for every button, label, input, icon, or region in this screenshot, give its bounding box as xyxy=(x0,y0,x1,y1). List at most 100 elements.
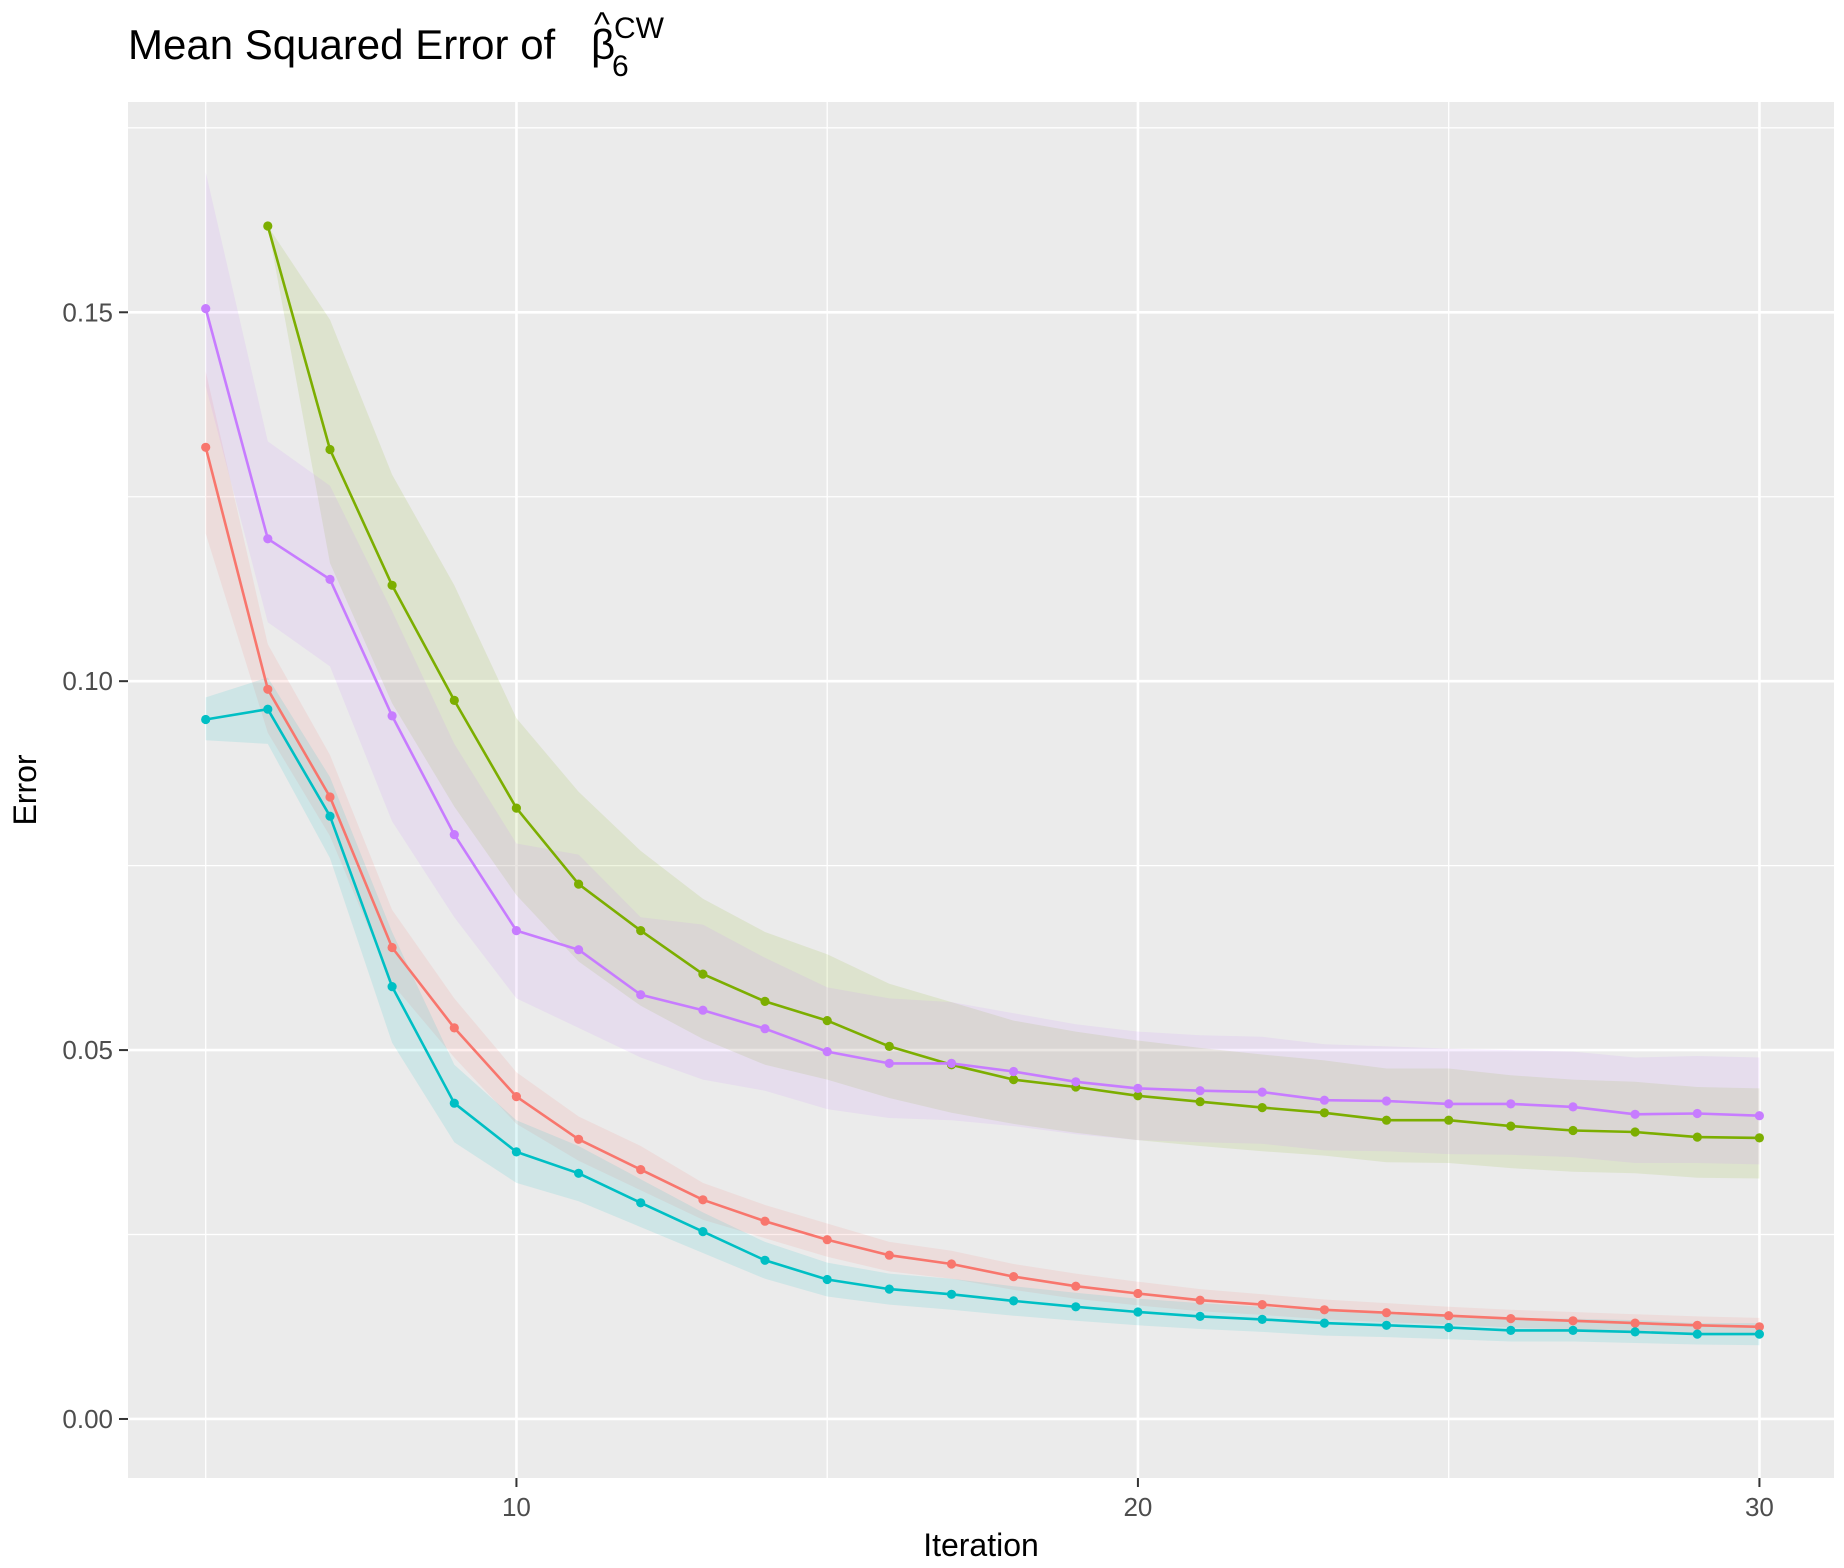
series-2-point xyxy=(574,879,584,889)
series-1-point xyxy=(511,1092,521,1102)
series-1-point xyxy=(325,792,335,802)
series-3-band xyxy=(205,677,1760,1346)
series-2-point xyxy=(1195,1097,1205,1107)
series-1-point xyxy=(1568,1316,1578,1326)
series-2-point xyxy=(1319,1108,1329,1118)
y-axis: 0.00 0.05 0.10 0.15 xyxy=(62,297,128,1434)
series-4-point xyxy=(449,830,459,840)
series-4-point xyxy=(1381,1096,1392,1106)
series-4-point xyxy=(946,1058,957,1068)
series-3-point xyxy=(698,1227,708,1237)
series-2-point xyxy=(325,444,335,455)
series-1-point xyxy=(1630,1318,1640,1328)
series-1-point xyxy=(636,1165,646,1175)
series-2-point xyxy=(387,580,397,590)
series-1-point xyxy=(1195,1295,1205,1305)
x-axis-title: Iteration xyxy=(923,1527,1039,1563)
chart-title-symbol: β xyxy=(591,21,615,68)
y-tick-label: 0.00 xyxy=(62,1404,113,1434)
series-2-band xyxy=(267,226,1760,1179)
series-1-point xyxy=(884,1250,894,1260)
series-4-point xyxy=(1630,1109,1640,1119)
series-3-point xyxy=(1506,1325,1516,1335)
series-3-point xyxy=(1009,1296,1019,1306)
confidence-bands xyxy=(205,172,1760,1346)
series-4-point xyxy=(325,574,335,585)
series-4-band xyxy=(205,172,1760,1165)
series-4-point xyxy=(1133,1083,1143,1093)
series-1-point xyxy=(387,942,397,953)
series-3-point xyxy=(1568,1325,1578,1335)
series-2-point xyxy=(1506,1121,1516,1131)
series-3-point xyxy=(387,982,397,992)
series-1-point xyxy=(263,684,273,694)
series-3-point xyxy=(1754,1329,1764,1339)
series-2-point xyxy=(1133,1091,1143,1101)
series-2-point xyxy=(1257,1103,1267,1113)
series-3-point xyxy=(946,1289,957,1299)
series-4-point xyxy=(511,926,521,936)
plot-panel xyxy=(128,102,1834,1478)
series-2-point xyxy=(1568,1125,1578,1136)
grid-minor xyxy=(128,102,1834,1478)
series-3-point xyxy=(1630,1327,1640,1337)
series-2-point xyxy=(1754,1133,1764,1143)
series-2-point xyxy=(698,969,708,979)
series-2-point xyxy=(1009,1075,1019,1085)
series-1-point xyxy=(946,1259,957,1269)
chart-title-prefix: Mean Squared Error of xyxy=(128,21,556,68)
series-3-point xyxy=(1381,1320,1392,1330)
series-1-point xyxy=(1133,1288,1143,1299)
series-4-point xyxy=(201,304,211,314)
series-4-point xyxy=(574,945,584,955)
chart-title-subscript: 6 xyxy=(612,50,629,83)
series-4-point xyxy=(1009,1066,1019,1077)
series-4-line xyxy=(204,308,1760,1117)
series-4-point xyxy=(1257,1087,1267,1097)
series-3-point xyxy=(1133,1307,1143,1317)
series-3-point xyxy=(636,1198,646,1208)
series-2-point xyxy=(884,1041,894,1051)
series-2-point xyxy=(511,803,521,813)
series-2-point xyxy=(263,221,273,231)
series-3-point xyxy=(201,714,211,725)
series-2-point xyxy=(760,996,770,1007)
series-1-point xyxy=(1754,1322,1764,1332)
series-1-point xyxy=(822,1235,832,1245)
series-4-point xyxy=(1568,1102,1578,1112)
series-1-point xyxy=(1009,1272,1019,1282)
series-3-point xyxy=(1444,1322,1454,1333)
x-tick-label: 20 xyxy=(1123,1492,1152,1522)
series-2-point xyxy=(1692,1132,1702,1142)
series-1-point xyxy=(1506,1314,1516,1324)
series-2-point xyxy=(822,1016,832,1026)
series-1-point xyxy=(1319,1305,1329,1315)
series-2-point xyxy=(449,695,459,706)
series-3-point xyxy=(1195,1311,1205,1321)
series-3-point xyxy=(822,1274,832,1285)
series-3-point xyxy=(325,811,335,821)
series-4-point xyxy=(1195,1086,1205,1096)
series-2-point xyxy=(1630,1127,1640,1137)
series-3-line xyxy=(205,707,1760,1336)
series-4-point xyxy=(1071,1077,1081,1087)
series-1-point xyxy=(574,1134,584,1144)
series-4-point xyxy=(698,1005,708,1015)
series-3-point xyxy=(884,1284,894,1294)
series-4-point xyxy=(1319,1095,1329,1105)
series-4-point xyxy=(263,534,273,544)
chart-title-superscript: CW xyxy=(614,12,665,45)
series-4-point xyxy=(1692,1108,1702,1119)
series-3-point xyxy=(760,1255,770,1265)
chart-title-accent: ^ xyxy=(594,6,610,44)
series-1-point xyxy=(1257,1300,1267,1310)
series-4-point xyxy=(760,1024,770,1034)
series-1-point xyxy=(201,442,211,452)
y-axis-title: Error xyxy=(7,754,43,825)
series-1-point xyxy=(449,1023,459,1033)
series-3-point xyxy=(511,1147,521,1157)
y-tick-label: 0.10 xyxy=(62,666,113,696)
series-1-point xyxy=(698,1195,708,1205)
